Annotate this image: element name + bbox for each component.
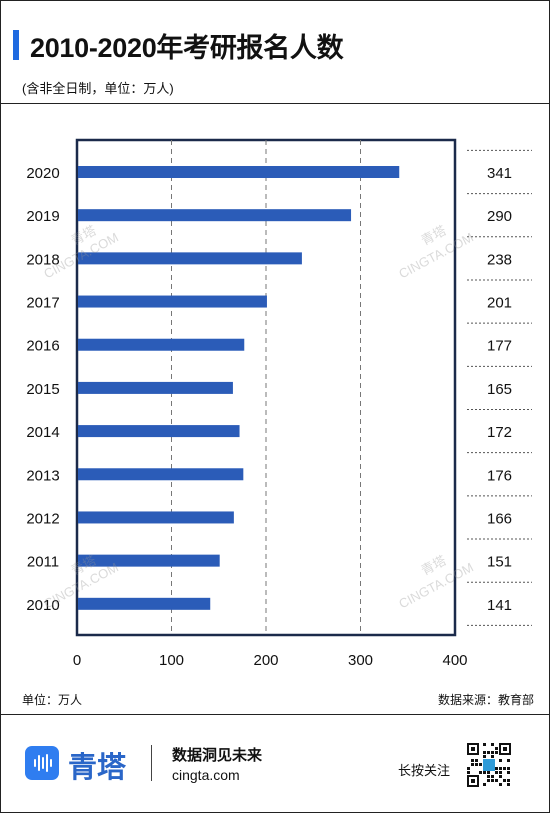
bar	[78, 166, 400, 178]
value-label: 176	[487, 467, 512, 484]
category-label: 2019	[26, 208, 59, 225]
value-label: 151	[487, 554, 512, 571]
bar	[78, 425, 240, 438]
value-label: 201	[487, 295, 512, 312]
value-label: 165	[487, 381, 512, 398]
x-tick-label: 200	[253, 652, 278, 669]
x-tick-label: 300	[348, 652, 373, 669]
bar	[78, 295, 267, 308]
qr-prompt: 长按关注	[398, 763, 451, 778]
source-note: 数据来源：教育部	[437, 693, 534, 707]
qr-code-icon[interactable]	[466, 742, 512, 788]
value-label: 166	[487, 510, 512, 527]
value-label: 177	[487, 338, 512, 355]
x-tick-label: 400	[442, 652, 467, 669]
category-label: 2011	[27, 554, 59, 571]
value-label: 141	[487, 597, 512, 614]
category-label: 2018	[26, 251, 59, 268]
brand-name: 青塔	[68, 750, 127, 784]
value-label: 290	[487, 208, 512, 225]
bar	[78, 338, 245, 351]
bar	[78, 597, 211, 610]
category-label: 2013	[26, 467, 59, 484]
category-label: 2014	[26, 424, 59, 441]
brand-url[interactable]: cingta.com	[172, 767, 240, 783]
page-subtitle: (含非全日制，单位：万人)	[22, 81, 174, 96]
category-label: 2012	[26, 510, 59, 527]
value-label: 341	[487, 165, 512, 182]
bar	[78, 511, 234, 524]
category-label: 2016	[26, 338, 59, 355]
title-accent-bar	[13, 30, 19, 60]
brand-divider	[151, 745, 152, 781]
bar	[78, 209, 352, 222]
unit-note: 单位：万人	[22, 693, 83, 707]
x-tick-label: 0	[73, 652, 81, 669]
bar	[78, 468, 244, 481]
bar	[78, 381, 233, 394]
category-label: 2020	[26, 165, 59, 182]
value-label: 172	[487, 424, 512, 441]
bar	[78, 252, 302, 265]
page-title: 2010-2020年考研报名人数	[30, 33, 344, 63]
category-label: 2015	[26, 381, 59, 398]
waveform-logo-icon	[25, 746, 59, 780]
chart-area: 0 100 200 300 400 2020 341 2019 290 2018 238 2017 20…	[1, 103, 549, 715]
category-label: 2010	[26, 597, 59, 614]
value-label: 238	[487, 251, 512, 268]
x-tick-label: 100	[159, 652, 184, 669]
bar	[78, 554, 220, 567]
bar-chart: 0 100 200 300 400 2020 341 2019 290 2018 238 2017 20…	[26, 138, 532, 669]
category-label: 2017	[26, 295, 59, 312]
brand-slogan: 数据洞见未来	[172, 747, 263, 764]
